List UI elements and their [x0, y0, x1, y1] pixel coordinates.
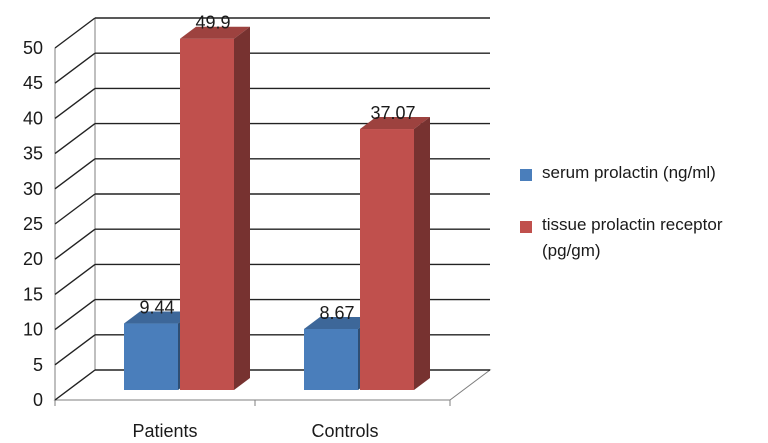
- y-tick-label: 30: [23, 179, 43, 199]
- bar-1-1: [360, 129, 414, 390]
- y-tick-label: 45: [23, 73, 43, 93]
- legend-label-tissue: tissue prolactin receptor (pg/gm): [542, 215, 723, 260]
- legend-label-serum: serum prolactin (ng/ml): [542, 163, 716, 182]
- bar-top-0-0: [124, 311, 194, 324]
- bars: [124, 26, 430, 391]
- gridline-side: [54, 299, 96, 331]
- gridline-side: [54, 369, 96, 401]
- bar-0-0: [124, 323, 178, 390]
- y-tick-label: 0: [33, 390, 43, 410]
- bar-top-1-1: [360, 117, 430, 130]
- y-tick-label: 15: [23, 284, 43, 304]
- gridline-side: [54, 158, 96, 190]
- y-axis-ticks: 0 5 10 15 20 25 30 35 40 45 50: [23, 38, 43, 410]
- bar-side-1-0: [234, 26, 250, 390]
- category-label: Controls: [311, 421, 378, 441]
- gridline-side: [54, 17, 96, 49]
- y-tick-label: 5: [33, 355, 43, 375]
- category-label: Patients: [132, 421, 197, 441]
- data-label-1-1: 37.07: [370, 103, 415, 123]
- legend: serum prolactin (ng/ml) tissue prolactin…: [520, 160, 765, 290]
- gridline-side: [54, 334, 96, 366]
- x-axis-categories: Patients Controls: [132, 421, 378, 441]
- gridline-side: [54, 263, 96, 295]
- y-tick-label: 10: [23, 320, 43, 340]
- gridline-side: [54, 123, 96, 155]
- data-label-0-1: 8.67: [319, 303, 354, 323]
- gridline-side: [54, 193, 96, 225]
- y-tick-label: 40: [23, 108, 43, 128]
- bar-1-0: [180, 38, 234, 390]
- bar-top-1-0: [180, 26, 250, 39]
- gridline-side: [54, 87, 96, 119]
- legend-item-tissue: tissue prolactin receptor (pg/gm): [520, 212, 765, 264]
- y-tick-label: 25: [23, 214, 43, 234]
- y-tick-label: 35: [23, 144, 43, 164]
- legend-item-serum: serum prolactin (ng/ml): [520, 160, 765, 186]
- data-labels: 9.44 49.9 8.67 37.07: [139, 13, 415, 323]
- bar-side-1-1: [414, 117, 430, 391]
- gridline-side: [54, 228, 96, 260]
- data-label-1-0: 49.9: [195, 13, 230, 33]
- bar-top-0-1: [304, 316, 374, 329]
- y-tick-label: 20: [23, 249, 43, 269]
- gridline-side: [54, 52, 96, 84]
- data-label-0-0: 9.44: [139, 298, 174, 318]
- legend-swatch-serum: [520, 169, 532, 181]
- y-tick-label: 50: [23, 38, 43, 58]
- bar-0-1: [304, 328, 358, 390]
- legend-swatch-tissue: [520, 221, 532, 233]
